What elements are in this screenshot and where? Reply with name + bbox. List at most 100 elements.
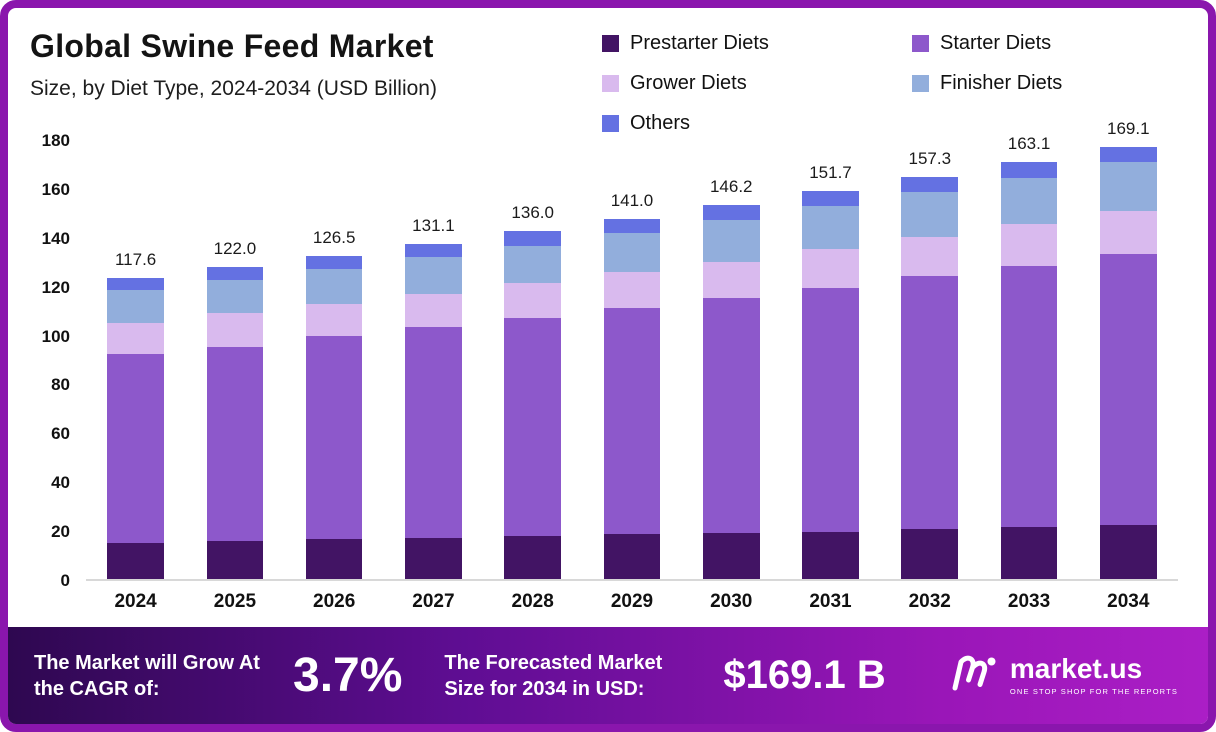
bar-segment-grower-diets — [305, 304, 363, 337]
bar-segment-grower-diets — [901, 236, 959, 277]
bar-stack-2025 — [206, 267, 264, 579]
bar-stack-2026 — [305, 255, 363, 579]
bar-segment-starter-diets — [405, 327, 462, 539]
bar-segment-others — [405, 244, 462, 258]
x-axis: 2024 2025 2026 2027 2028 2029 2030 2031 2032 2033… — [8, 581, 1208, 627]
bar-segment-prestarter-diets — [802, 531, 859, 579]
bar-segment-starter-diets — [901, 276, 959, 530]
bar-segment-finisher-diets — [901, 191, 959, 237]
y-axis-label: 60 — [51, 424, 70, 444]
bar-segment-prestarter-diets — [1000, 526, 1058, 579]
x-axis-label-2030: 2030 — [710, 591, 753, 612]
legend-item-grower-diets: Grower Diets — [602, 72, 902, 95]
y-axis-label: 40 — [51, 473, 70, 493]
legend-swatch-grower-diets — [602, 75, 619, 92]
bar-total-label: 141.0 — [610, 190, 654, 210]
bar-segment-grower-diets — [107, 323, 164, 355]
bar-stack-2032 — [901, 177, 959, 579]
bar-segment-others — [107, 278, 164, 291]
y-axis-label: 20 — [51, 522, 70, 542]
page-subtitle: Size, by Diet Type, 2024-2034 (USD Billi… — [30, 77, 437, 100]
bar-segment-grower-diets — [802, 249, 859, 288]
brand: market.us ONE STOP SHOP FOR THE REPORTS — [948, 651, 1182, 700]
bar-stack-2029 — [603, 218, 661, 579]
chart-area: 0 20 40 60 80 100 120 140 160 180 117.6 122.0 126.5… — [8, 119, 1208, 590]
bar-stack-2027 — [405, 244, 462, 579]
x-axis-label-2027: 2027 — [412, 591, 455, 612]
bar-segment-finisher-diets — [802, 205, 859, 250]
bar-segment-starter-diets — [802, 287, 859, 532]
bar-total-label: 151.7 — [809, 163, 852, 183]
bar-column-2024: 117.6 — [86, 141, 185, 579]
bar-segment-prestarter-diets — [305, 539, 363, 579]
bar-segment-others — [206, 267, 264, 281]
bar-segment-finisher-diets — [405, 257, 462, 295]
bar-column-2029: 141.0 — [582, 141, 681, 579]
bar-column-2026: 126.5 — [285, 141, 384, 579]
brand-tagline: ONE STOP SHOP FOR THE REPORTS — [1009, 687, 1178, 696]
x-axis-label-2031: 2031 — [809, 591, 852, 612]
bar-stack-2030 — [702, 205, 760, 579]
title-block: Global Swine Feed Market Size, by Diet T… — [30, 28, 437, 101]
bar-total-label: 169.1 — [1107, 118, 1150, 138]
x-axis-label-2028: 2028 — [511, 591, 554, 612]
bar-segment-others — [1000, 162, 1058, 178]
bar-segment-prestarter-diets — [901, 529, 959, 579]
bar-segment-grower-diets — [504, 282, 561, 319]
bar-total-label: 157.3 — [908, 149, 952, 169]
brand-name: market.us — [1009, 653, 1143, 684]
legend-label: Prestarter Diets — [630, 32, 769, 54]
legend-item-others: Others — [602, 112, 902, 135]
bar-segment-finisher-diets — [305, 268, 363, 305]
chart-header: Global Swine Feed Market Size, by Diet T… — [8, 8, 1208, 137]
y-axis-label: 160 — [41, 179, 70, 199]
bar-total-label: 163.1 — [1007, 134, 1051, 154]
x-axis-label-2032: 2032 — [908, 591, 951, 612]
bar-stack-2028 — [504, 231, 561, 579]
bar-segment-others — [702, 205, 760, 220]
bar-segment-starter-diets — [206, 346, 264, 541]
legend-label: Starter Diets — [940, 32, 1052, 54]
y-axis: 0 20 40 60 80 100 120 140 160 180 — [24, 131, 86, 590]
forecast-value: $169.1 B — [723, 653, 886, 697]
bar-segment-grower-diets — [206, 313, 264, 347]
legend-swatch-starter-diets — [912, 35, 929, 52]
legend-label: Grower Diets — [630, 72, 747, 94]
legend-item-starter-diets: Starter Diets — [912, 32, 1172, 55]
bar-segment-grower-diets — [1000, 223, 1058, 266]
bar-segment-finisher-diets — [603, 232, 661, 273]
bar-stack-2034 — [1100, 146, 1157, 579]
legend-label: Others — [630, 112, 691, 134]
bar-total-label: 126.5 — [312, 227, 356, 247]
x-axis-label-2026: 2026 — [313, 591, 356, 612]
x-axis-label-2034: 2034 — [1107, 591, 1150, 612]
bar-total-label: 136.0 — [511, 203, 554, 223]
bar-segment-prestarter-diets — [504, 535, 561, 579]
bar-segment-prestarter-diets — [405, 538, 462, 579]
brand-text: market.us ONE STOP SHOP FOR THE REPORTS — [1009, 653, 1178, 697]
bar-segment-finisher-diets — [1100, 162, 1157, 212]
x-axis-label-2025: 2025 — [213, 591, 257, 612]
bar-segment-prestarter-diets — [206, 540, 264, 579]
legend: Prestarter Diets Starter Diets Grower Diet… — [602, 28, 1180, 135]
legend-label: Finisher Diets — [940, 72, 1063, 94]
y-axis-label: 180 — [41, 131, 70, 150]
bar-segment-starter-diets — [107, 354, 164, 544]
bar-stack-2031 — [802, 191, 859, 579]
x-axis-label-2024: 2024 — [114, 591, 157, 612]
cagr-label: The Market will Grow At the CAGR of: — [34, 651, 260, 700]
y-axis-label: 0 — [60, 571, 70, 590]
forecast-label: The Forecasted Market Size for 2034 in U… — [444, 651, 663, 700]
bar-segment-grower-diets — [405, 294, 462, 328]
y-axis-label: 80 — [51, 375, 70, 395]
bar-segment-prestarter-diets — [107, 543, 164, 579]
bar-segment-prestarter-diets — [702, 533, 760, 579]
bar-total-label: 122.0 — [213, 239, 257, 259]
bar-segment-starter-diets — [603, 308, 661, 535]
cagr-value: 3.7% — [293, 649, 403, 702]
bar-segment-finisher-diets — [1000, 177, 1058, 224]
legend-swatch-others — [602, 115, 619, 132]
bar-total-label: 146.2 — [709, 177, 753, 197]
bar-segment-starter-diets — [1000, 265, 1058, 527]
bar-segment-starter-diets — [1100, 254, 1157, 526]
